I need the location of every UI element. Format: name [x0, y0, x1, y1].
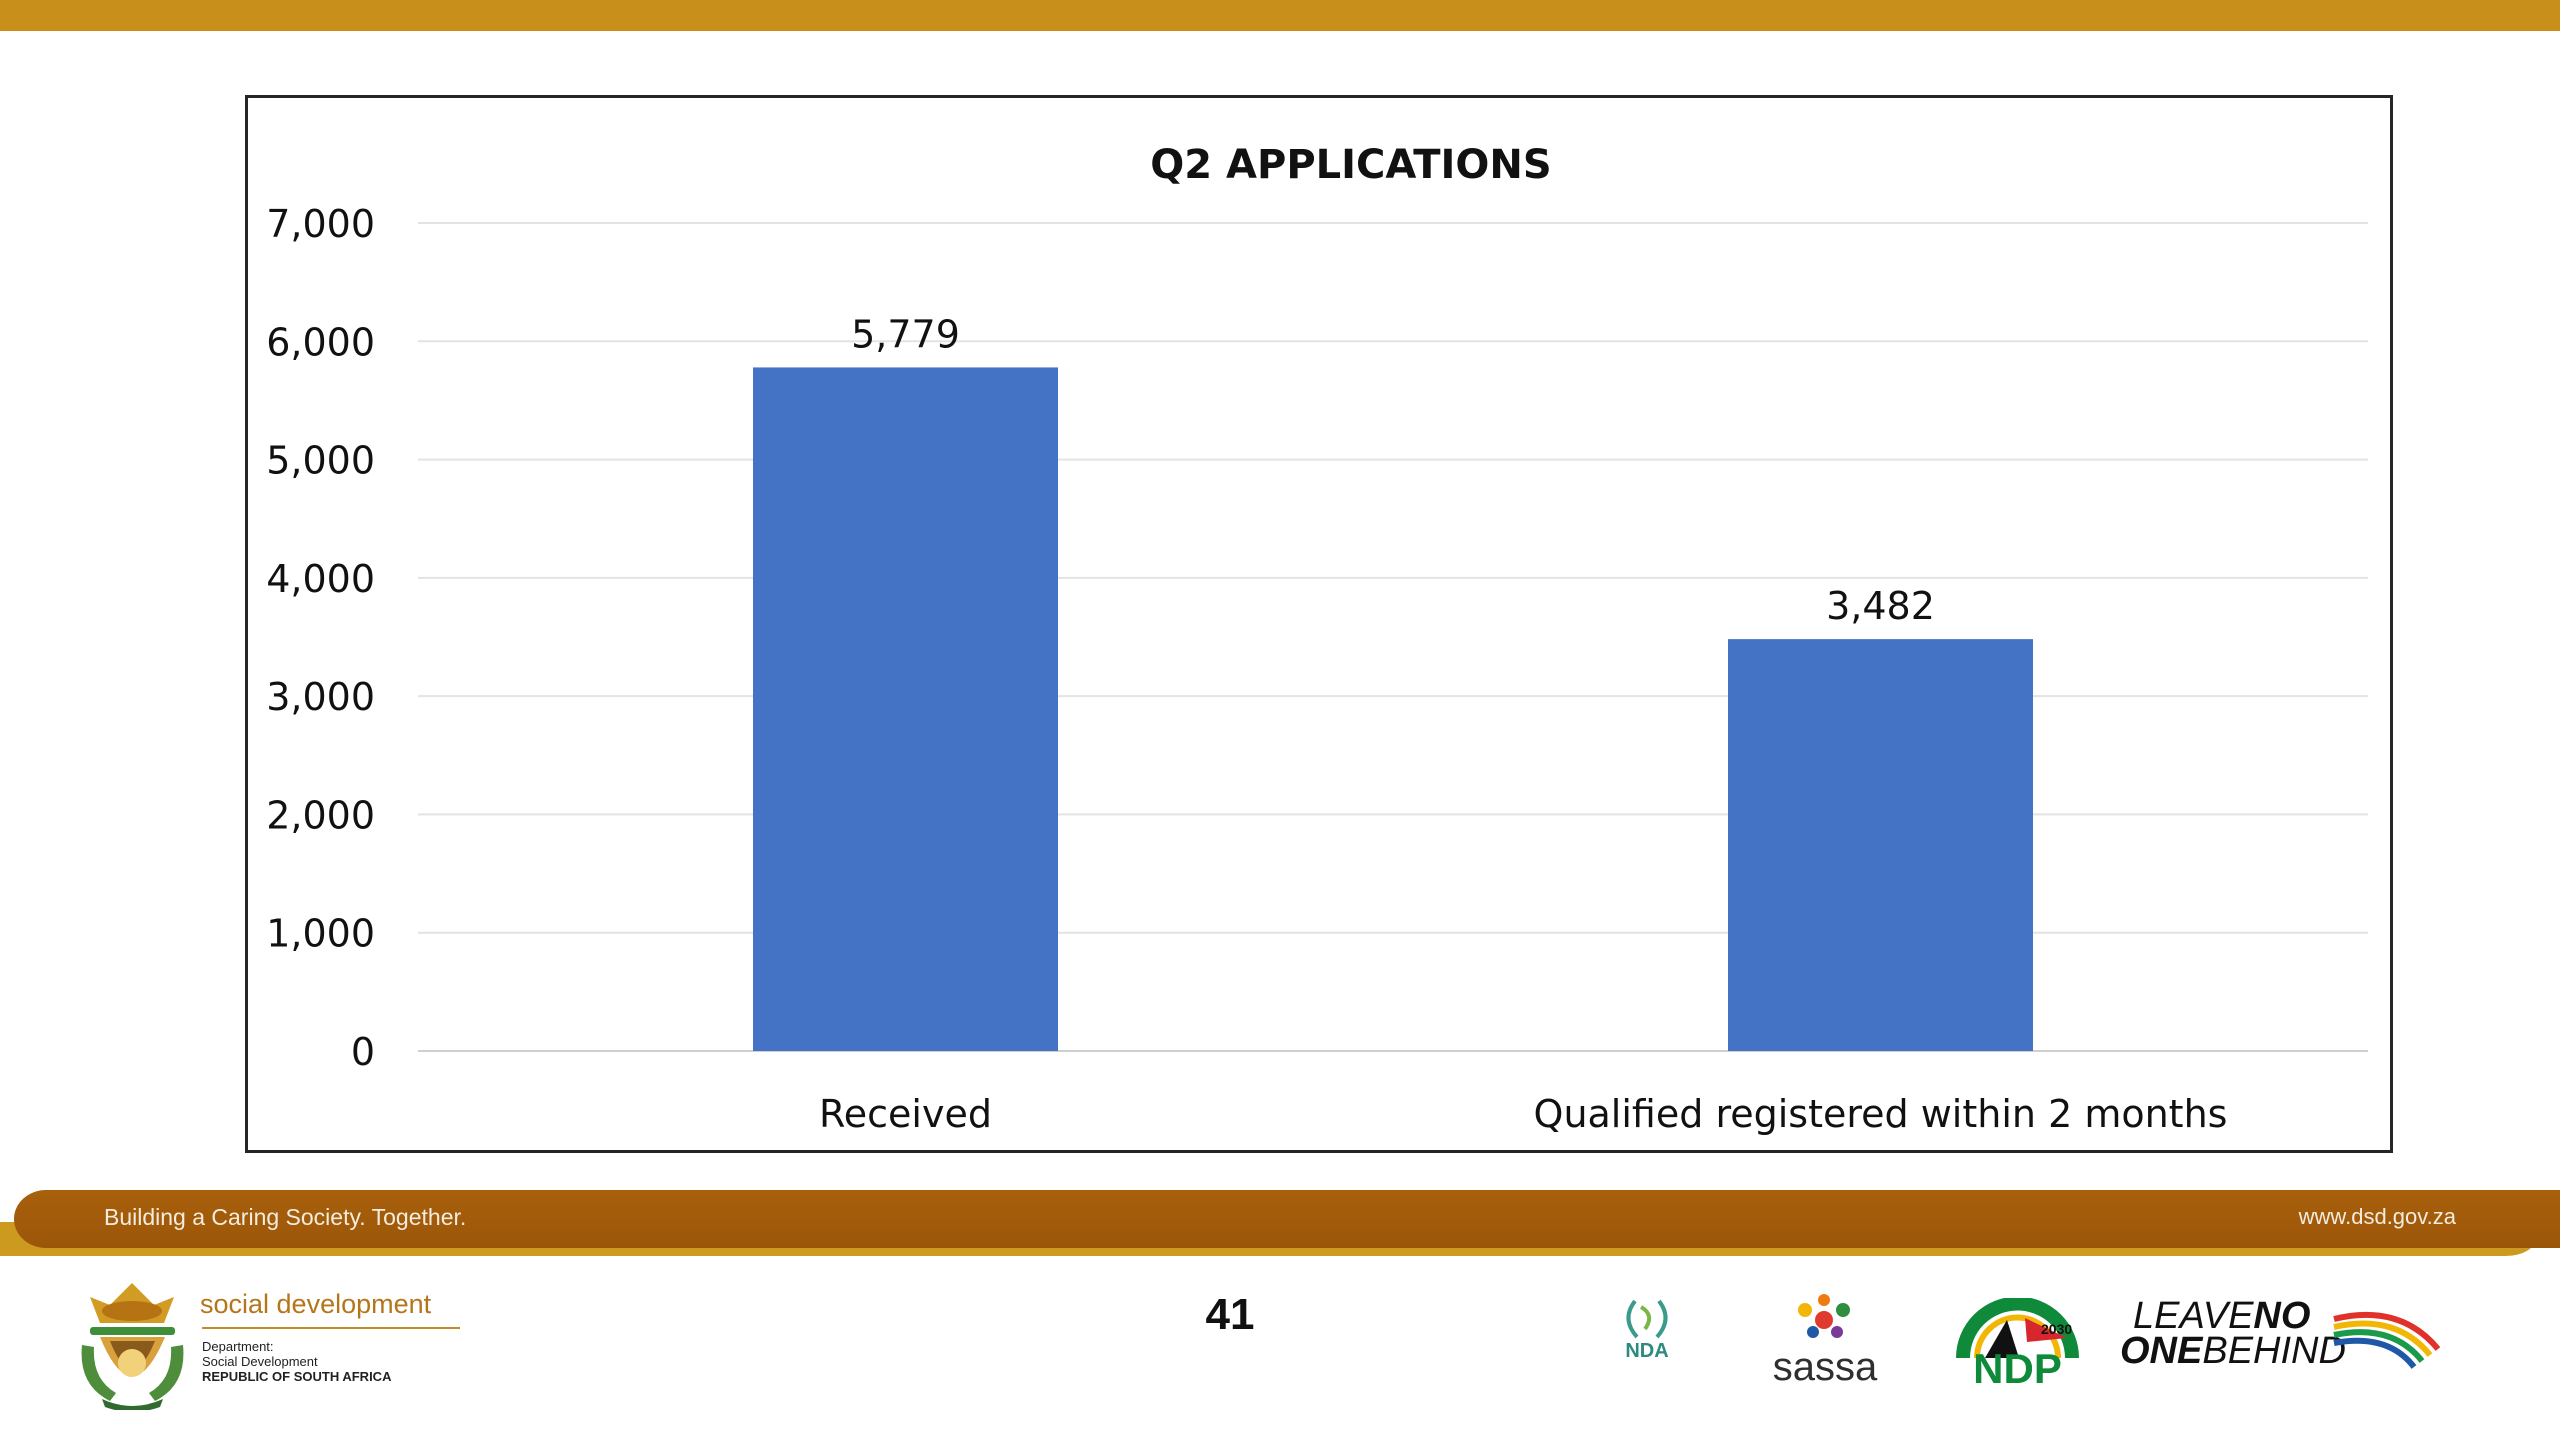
ndp-year: 2030	[2041, 1321, 2072, 1337]
department-logo: social development Department: Social De…	[70, 1275, 470, 1415]
footer-website[interactable]: www.dsd.gov.za	[2298, 1204, 2456, 1229]
lnob-leave: LEAVE	[2133, 1295, 2254, 1337]
nda-logo-text: NDA	[1625, 1340, 1669, 1362]
chart-frame: Q2 APPLICATIONS 0 1,000 2,000 3,000 4,000 5,00…	[245, 95, 2393, 1153]
department-label: Department:	[202, 1339, 274, 1354]
page-number: 41	[1205, 1290, 1255, 1339]
sassa-logo-icon	[1798, 1294, 1850, 1338]
department-title: social development	[200, 1289, 432, 1319]
footer-slogan: Building a Caring Society. Together.	[104, 1204, 467, 1230]
coat-of-arms-icon	[81, 1283, 184, 1410]
bar-data-label: 3,482	[1826, 584, 1935, 628]
lnob-behind: BEHIND	[2202, 1330, 2346, 1372]
lnob-no: NO	[2253, 1295, 2311, 1337]
department-title-rule	[202, 1327, 460, 1329]
bar-data-label: 5,779	[851, 312, 960, 356]
leave-no-one-behind-line-2: ONEBEHIND	[2120, 1330, 2346, 1373]
y-tick-label: 7,000	[266, 202, 375, 246]
y-tick-label: 4,000	[266, 557, 375, 601]
y-tick-label: 6,000	[266, 320, 375, 364]
chart-title: Q2 APPLICATIONS	[1150, 142, 1551, 188]
department-country: REPUBLIC OF SOUTH AFRICA	[202, 1369, 392, 1384]
bar-chart: Q2 APPLICATIONS 0 1,000 2,000 3,000 4,000 5,00…	[266, 142, 2368, 1136]
department-name: Social Development	[202, 1354, 318, 1369]
y-tick-label: 1,000	[266, 912, 375, 956]
x-tick-label: Qualified registered within 2 months	[1534, 1092, 2228, 1136]
footer-band: Building a Caring Society. Together. www…	[14, 1190, 2560, 1248]
y-tick-label: 0	[351, 1030, 375, 1074]
lnob-flag-swoosh-icon	[2333, 1311, 2441, 1369]
nda-logo-icon	[1626, 1299, 1668, 1339]
x-tick-label: Received	[819, 1092, 992, 1136]
ndp-logo-icon: 2030	[1956, 1298, 2079, 1359]
ndp-logo-text: NDP	[1973, 1345, 2062, 1392]
y-tick-label: 3,000	[266, 675, 375, 719]
y-tick-label: 5,000	[266, 439, 375, 483]
y-tick-label: 2,000	[266, 793, 375, 837]
sassa-logo-text: sassa	[1772, 1345, 1878, 1389]
leave-no-one-behind-line-1: LEAVENO	[2133, 1295, 2310, 1338]
bar	[1728, 639, 2033, 1051]
bar	[753, 367, 1058, 1051]
top-accent-band	[0, 0, 2560, 31]
lnob-one: ONE	[2120, 1330, 2203, 1372]
